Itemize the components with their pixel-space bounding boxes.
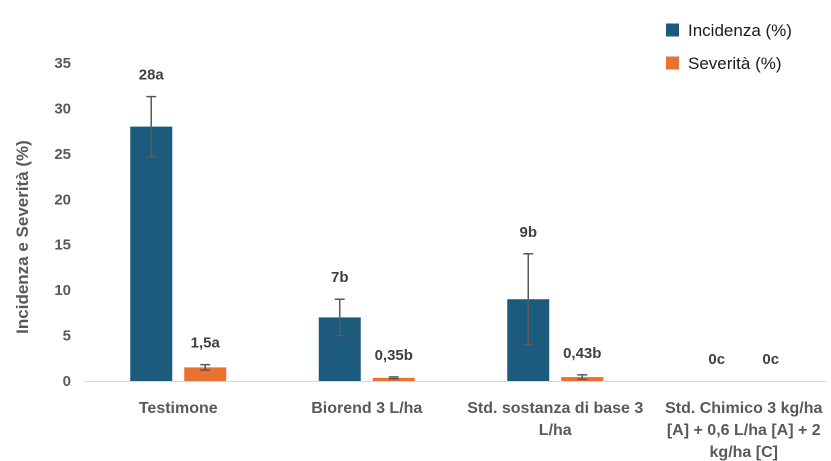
incidenza-error-bar-2 [334, 298, 345, 337]
severita-error-bar-3 [577, 374, 588, 381]
severita-data-label-4: 0c [762, 351, 779, 368]
y-tick-label: 5 [63, 328, 71, 345]
y-axis-title: Incidenza e Severità (%) [13, 140, 32, 334]
legend-swatch-incidenza [666, 23, 679, 37]
y-tick-label: 10 [54, 282, 71, 299]
incidenza-data-label-2: 7b [331, 269, 349, 286]
legend-label-severita: Severità (%) [688, 54, 782, 73]
incidenza-data-label-3: 9b [519, 224, 537, 241]
y-tick-label: 25 [54, 146, 71, 163]
legend-label-incidenza: Incidenza (%) [688, 21, 792, 40]
incidenza-error-bar-1 [146, 95, 157, 158]
legend-item-severita: Severità (%) [666, 54, 782, 73]
incidenza-data-label-1: 28a [139, 67, 165, 84]
incidenza-data-label-4: 0c [708, 351, 725, 368]
y-tick-label: 0 [63, 373, 71, 390]
legend: Incidenza (%) Severità (%) [666, 21, 792, 73]
severita-bar-1 [184, 367, 227, 381]
x-category-label-line: Std. sostanza di base 3 [467, 400, 643, 417]
y-tick-label: 20 [54, 191, 71, 208]
x-category-label-line: kg/ha [C] [710, 444, 778, 461]
severita-data-label-3: 0,43b [563, 345, 601, 362]
severita-error-bar-1 [200, 363, 211, 371]
x-category-label-line: [A] + 0,6 L/ha [A] + 2 [667, 422, 821, 439]
x-category-label-line: Std. Chimico 3 kg/ha [665, 400, 822, 417]
x-category-label-2: Biorend 3 L/ha [311, 400, 422, 417]
x-category-label-4: Std. Chimico 3 kg/ha [A] + 0,6 L/ha [A] +… [665, 400, 822, 461]
severita-data-label-1: 1,5a [191, 335, 221, 352]
y-tick-label: 35 [54, 55, 71, 72]
x-category-label-line: L/ha [539, 422, 572, 439]
y-tick-label: 15 [54, 237, 71, 254]
severita-series: 1,5a 0,35b 0,43b 0c [184, 335, 779, 381]
y-tick-label: 30 [54, 100, 71, 117]
legend-item-incidenza: Incidenza (%) [666, 21, 792, 40]
x-category-label-3: Std. sostanza di base 3 L/ha [467, 400, 643, 439]
incidenza-bar-1 [130, 126, 173, 381]
x-category-label-line: Testimone [139, 400, 218, 417]
legend-swatch-severita [666, 56, 679, 70]
plot-area: 28a 7b 9b 0c 1,5a 0,35b 0,43b 0c [84, 67, 826, 382]
y-axis-tick-labels: 0 5 10 15 20 25 30 35 [54, 55, 71, 390]
x-category-label-1: Testimone [139, 400, 218, 417]
x-axis-category-labels: Testimone Biorend 3 L/ha Std. sostanza di … [139, 400, 823, 461]
x-category-label-line: Biorend 3 L/ha [311, 400, 422, 417]
severita-error-bar-2 [388, 376, 399, 380]
incidenza-error-bar-3 [523, 253, 534, 346]
severita-data-label-2: 0,35b [375, 347, 413, 364]
incidenza-series: 28a 7b 9b 0c [130, 67, 725, 381]
